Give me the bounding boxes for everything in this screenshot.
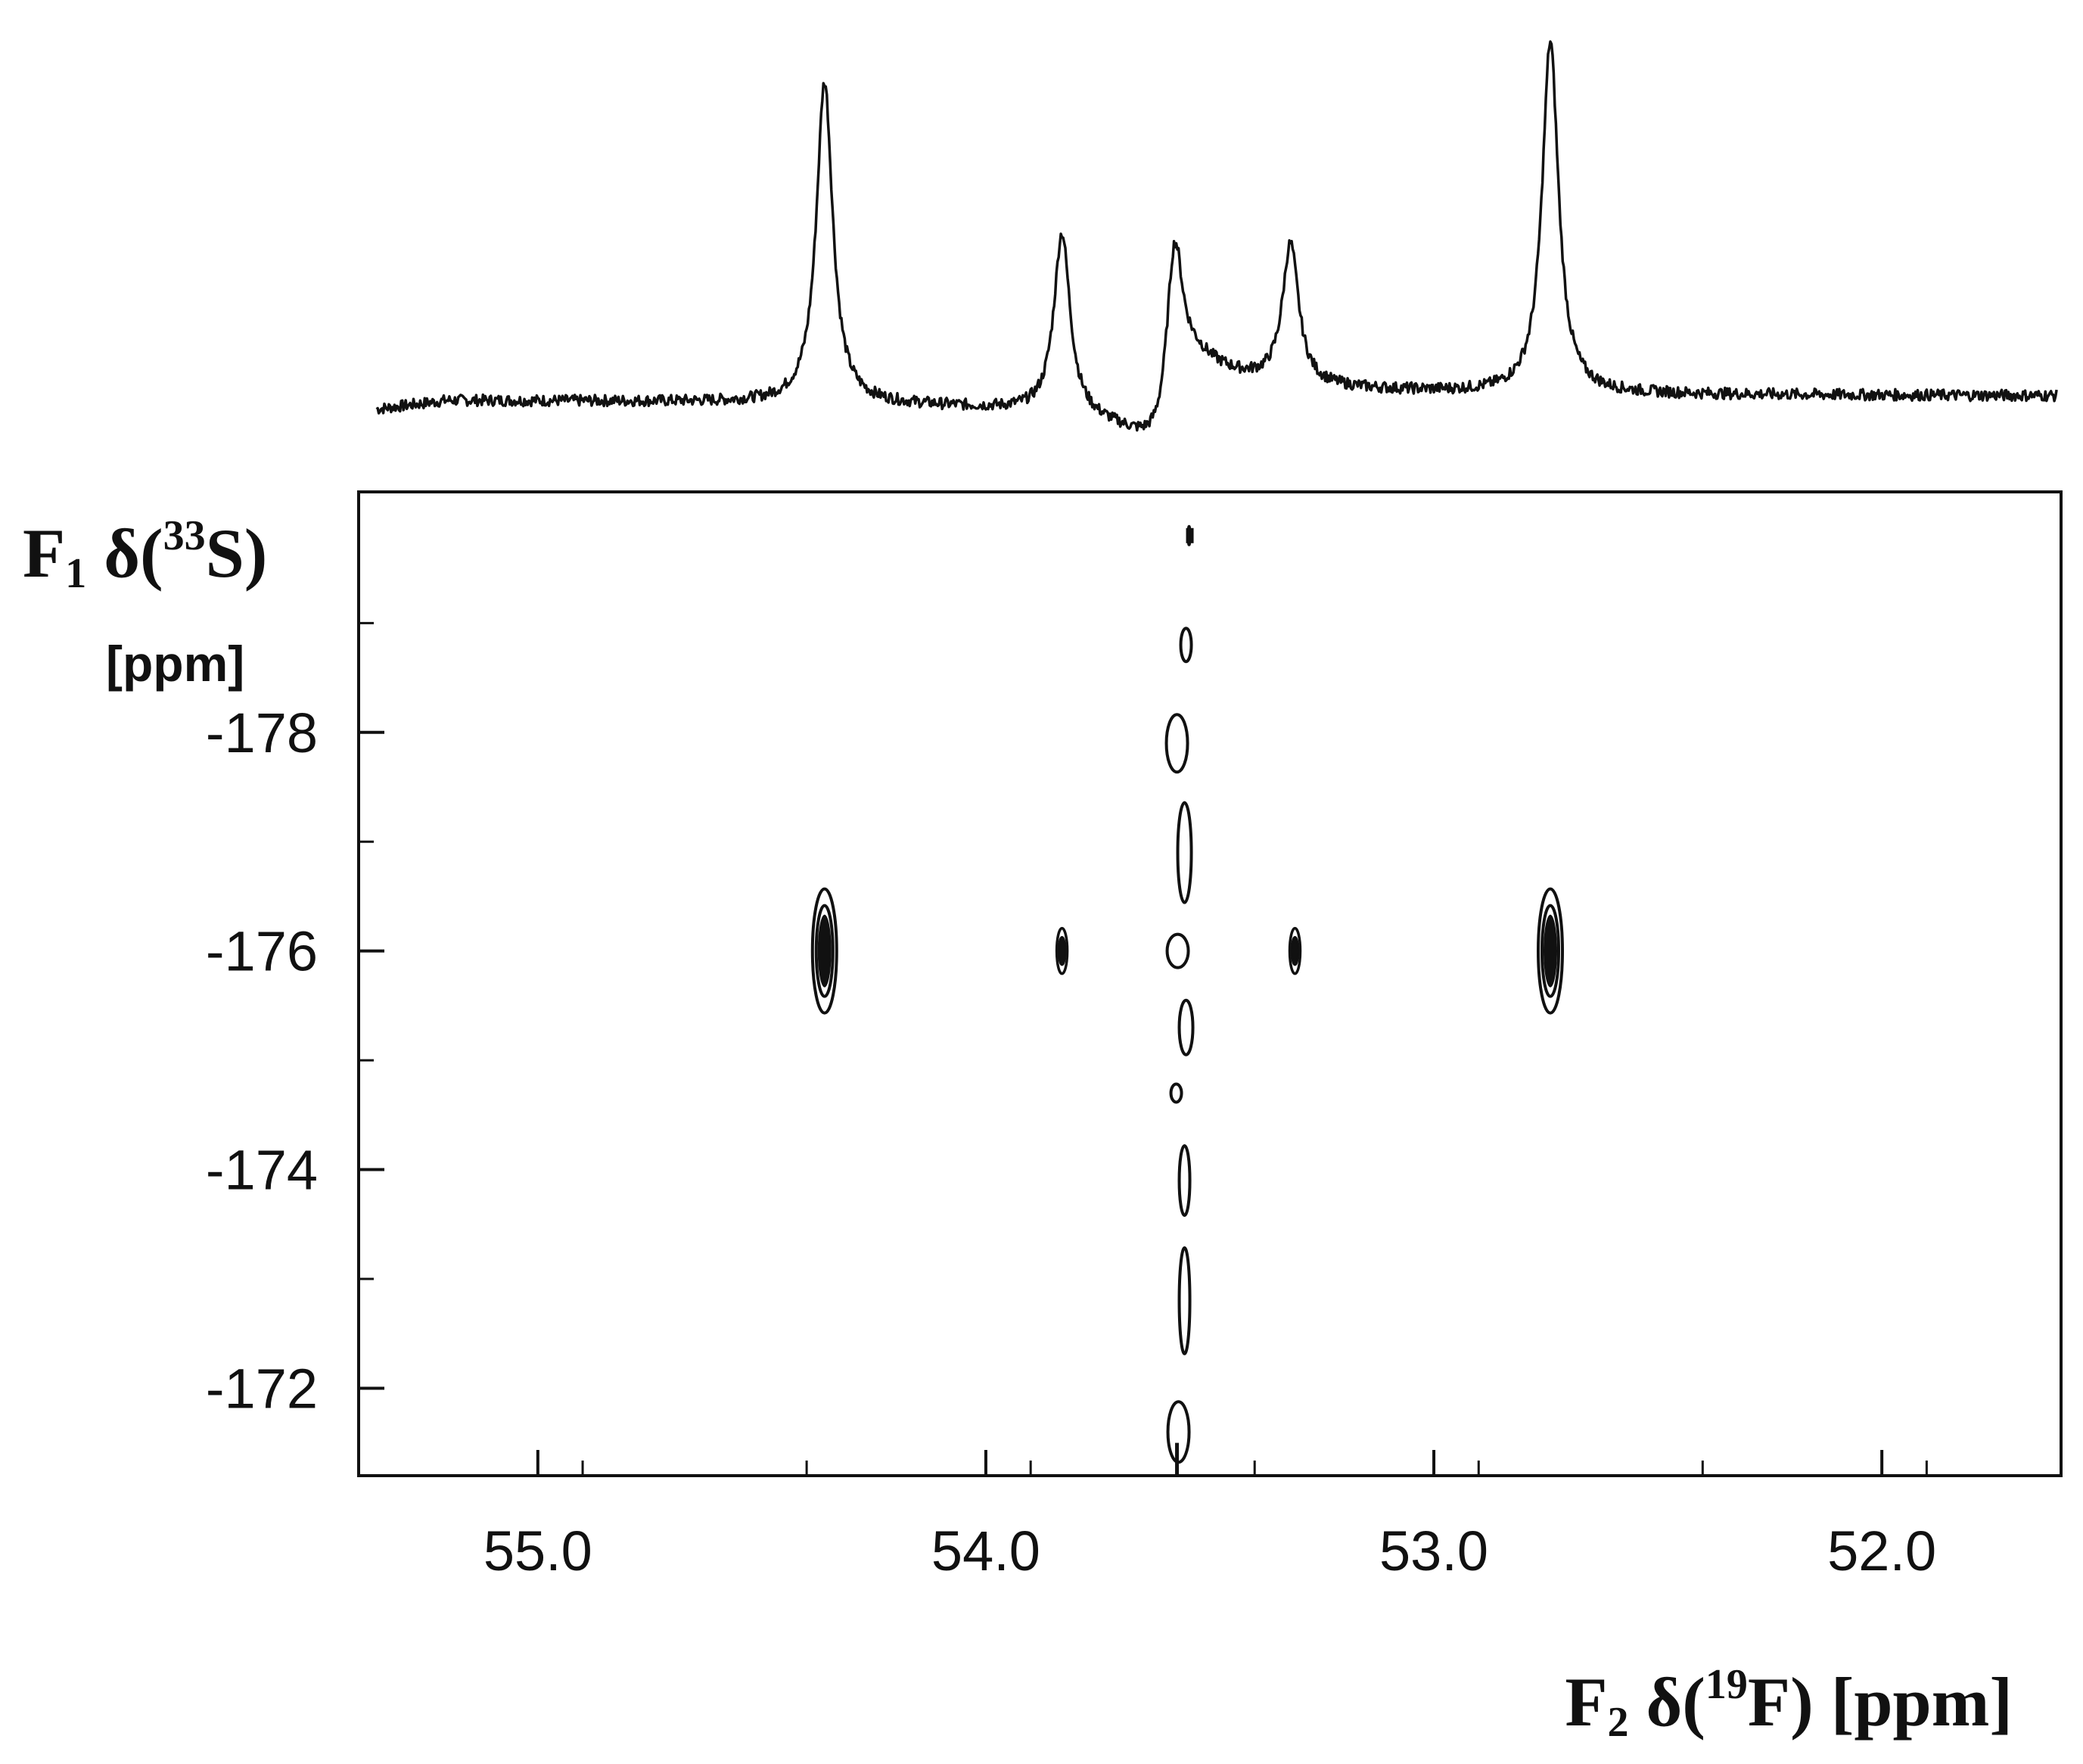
x-tick-label: 55.0 <box>483 1520 592 1582</box>
noise-ridge-contour <box>1177 1246 1192 1355</box>
x-axis-title-mid: δ( <box>1629 1663 1705 1741</box>
x-axis-title-tail: F) [ppm] <box>1748 1663 2013 1741</box>
x-axis-title-prefix: F <box>1565 1663 1607 1741</box>
cross-peak-contour <box>810 887 838 1015</box>
cross-peak-core <box>1544 914 1557 988</box>
y-axis-title-sub: 1 <box>65 550 86 597</box>
y-axis-title-mid: δ( <box>86 515 163 592</box>
cross-peak-contour <box>1057 935 1067 966</box>
y-tick-label: -176 <box>206 920 318 983</box>
x-axis-ticks: 55.0 54.0 53.0 52.0 <box>483 1450 1936 1582</box>
f2-projection-trace <box>375 40 2058 432</box>
noise-ridge-contour <box>1164 713 1189 774</box>
cross-peak-core <box>1059 938 1065 963</box>
contour-plot-frame <box>357 490 2063 1477</box>
noise-ridge-contour <box>1177 1144 1192 1217</box>
cross-peak-contour <box>1288 926 1302 975</box>
noise-ridge-contour <box>1169 1082 1183 1104</box>
cross-peak-contour <box>814 904 835 998</box>
x-tick-label: 52.0 <box>1827 1520 1936 1582</box>
y-tick-label: -172 <box>206 1357 318 1420</box>
contour-map <box>810 524 1564 1476</box>
noise-ridge-dot <box>1186 527 1194 543</box>
noise-ridge-contour <box>1177 998 1195 1056</box>
y-axis-unit: [ppm] <box>106 636 244 692</box>
noise-ridge-contour <box>1176 801 1193 904</box>
y-axis-title-prefix: F <box>23 515 65 592</box>
y-axis-title-sup: 33 <box>163 512 206 559</box>
cross-peak-core <box>817 914 832 988</box>
cross-peak-contour <box>1290 935 1300 966</box>
projection-line <box>375 40 2058 432</box>
x-axis-title: F2 δ(19F) [ppm] <box>1565 1661 2013 1746</box>
noise-ridge-contour <box>1179 627 1193 664</box>
x-tick-label: 54.0 <box>931 1520 1040 1582</box>
cross-peak-contour <box>1540 904 1560 998</box>
x-tick-label: 53.0 <box>1379 1520 1488 1582</box>
y-tick-label: -178 <box>206 702 318 764</box>
y-axis-ticks: -178 -176 -174 -172 <box>206 621 384 1420</box>
y-tick-label: -174 <box>206 1139 318 1202</box>
y-axis-title: F1 δ(33S) <box>23 512 267 597</box>
noise-ridge-contour <box>1165 932 1190 969</box>
y-axis-title-tail: S) <box>206 515 268 592</box>
x-axis-title-sup: 19 <box>1705 1661 1748 1708</box>
cross-peak-contour <box>1055 926 1069 975</box>
x-axis-title-sub: 2 <box>1608 1699 1629 1746</box>
cross-peak-core <box>1292 938 1298 963</box>
cross-peak-contour <box>1537 887 1564 1015</box>
